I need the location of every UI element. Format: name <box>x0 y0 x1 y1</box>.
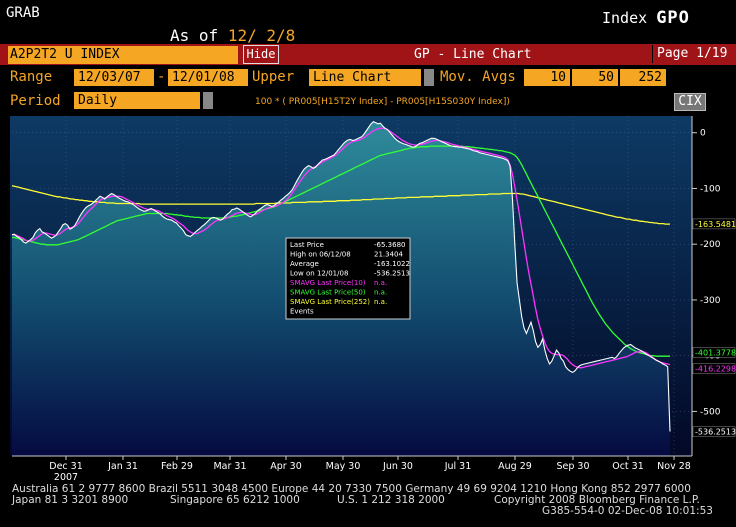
function-code: GPO <box>656 8 690 28</box>
ticker-input[interactable]: A2P2T2 U INDEX <box>8 46 238 64</box>
range-label: Range <box>10 69 53 85</box>
legend-row-label: SMAVG Last Price(50) <box>290 289 366 297</box>
chart-type-select[interactable]: Line Chart <box>309 69 421 86</box>
app-name: GRAB <box>6 5 40 21</box>
x-tick-label: Nov 28 <box>657 461 691 472</box>
legend-row-value: 21.3404 <box>374 251 403 259</box>
as-of-date[interactable]: 12/ 2/8 <box>227 26 296 45</box>
ma1-field[interactable]: 10 <box>524 69 570 86</box>
footer-japan: Japan 81 3 3201 8900 <box>12 494 129 506</box>
footer-line1: Australia 61 2 9777 8600 Brazil 5511 304… <box>12 483 691 495</box>
x-tick-label: Oct 31 <box>612 461 644 472</box>
footer-copyright: Copyright 2008 Bloomberg Finance L.P. <box>494 494 700 506</box>
chart-title: GP - Line Chart <box>414 47 532 62</box>
series-line-smavg-10 <box>12 127 671 369</box>
page-indicator: Page 1/19 <box>652 45 732 63</box>
series-line-smavg-252 <box>11 185 670 225</box>
end-date-field[interactable]: 12/01/08 <box>168 69 248 86</box>
end-label-box <box>692 426 736 437</box>
period-dropdown[interactable] <box>203 92 213 109</box>
x-tick-label: Jun 30 <box>382 461 413 472</box>
upper-label: Upper <box>252 69 295 85</box>
x-tick-label: Sep 30 <box>556 461 589 472</box>
period-label: Period <box>10 93 61 109</box>
y-tick-label: -500 <box>700 407 721 417</box>
x-tick-label: Jul 31 <box>444 461 472 472</box>
legend-row-value: -536.2513 <box>374 270 410 278</box>
as-of-text: As of <box>170 26 219 45</box>
start-date-field[interactable]: 12/03/07 <box>74 69 154 86</box>
x-tick-label: Aug 29 <box>498 461 532 472</box>
legend-row-label: High on 06/12/08 <box>290 251 351 259</box>
x-tick-label: Apr 30 <box>270 461 302 472</box>
period-select[interactable]: Daily <box>74 92 200 109</box>
as-of-label: As of 12/ 2/8 <box>170 26 295 45</box>
series-lines <box>11 120 671 432</box>
legend-row-value: n.a. <box>374 298 387 306</box>
end-label-text: -163.5481 <box>695 220 736 229</box>
end-label-box <box>692 347 736 358</box>
formula-text: 100 * ( PR005[H15T2Y Index] - PR005[H15S… <box>255 97 510 107</box>
end-label-text: -536.2513 <box>695 428 736 437</box>
x-axis: Dec 31 Jan 31 Feb 29 Mar 31 Apr 30 May 30 Jun … <box>12 455 692 483</box>
ma3-field[interactable]: 252 <box>620 69 666 86</box>
footer-us: U.S. 1 212 318 2000 <box>337 494 445 506</box>
legend-row-value: -65.3680 <box>374 241 405 249</box>
series-line-smavg-50 <box>12 145 670 357</box>
cix-button[interactable]: CIX <box>674 93 706 111</box>
x-tick-label: May 30 <box>326 461 361 472</box>
footer-timestamp: G385-554-0 02-Dec-08 10:01:53 <box>542 505 713 517</box>
x-tick-label: Feb 29 <box>161 461 193 472</box>
legend-box <box>285 237 411 320</box>
legend-row-label: Average <box>290 260 319 268</box>
end-label-box <box>692 363 736 374</box>
x-tick-label: Dec 31 <box>49 461 83 472</box>
end-value-labels: -163.5481 -401.3778 -416.2298 -536.2513 <box>692 218 736 437</box>
y-axis: 0-100-200-300-400-500 <box>691 116 721 456</box>
ma2-field[interactable]: 50 <box>572 69 618 86</box>
footer: Australia 61 2 9777 8600 Brazil 5511 304… <box>0 483 736 527</box>
footer-singapore: Singapore 65 6212 1000 <box>170 494 300 506</box>
hide-button[interactable]: Hide <box>243 45 279 64</box>
end-label-box <box>692 218 736 230</box>
legend-row-label: Low on 12/01/08 <box>290 270 348 278</box>
y-tick-label: -100 <box>700 184 721 194</box>
legend-row-value: n.a. <box>374 279 387 287</box>
chart-legend: Last Price -65.3680 High on 06/12/08 21.340… <box>285 237 411 320</box>
end-label-text: -401.3778 <box>695 348 736 357</box>
index-label: Index <box>602 9 648 27</box>
series-line-last-price <box>11 120 671 432</box>
mov-avgs-label: Mov. Avgs <box>440 69 516 85</box>
x-tick-label: Mar 31 <box>213 461 246 472</box>
y-tick-label: -200 <box>700 240 721 250</box>
range-dash: - <box>157 69 166 85</box>
y-tick-label: -300 <box>700 296 721 306</box>
chart-type-dropdown[interactable] <box>424 69 434 86</box>
legend-row-label: SMAVG Last Price(252) <box>290 298 370 306</box>
legend-row-label: Last Price <box>290 241 324 249</box>
legend-row-value: n.a. <box>374 289 387 297</box>
end-label-text: -416.2298 <box>695 365 736 374</box>
legend-row-label: Events <box>290 308 314 316</box>
legend-row-value: -163.1022 <box>374 260 410 268</box>
legend-row-label: SMAVG Last Price(10) <box>290 279 366 287</box>
x-tick-label: Jan 31 <box>107 461 138 472</box>
y-tick-label: 0 <box>700 129 706 139</box>
function-label: Index GPO <box>602 8 690 28</box>
x-year-label: 2007 <box>54 472 78 483</box>
